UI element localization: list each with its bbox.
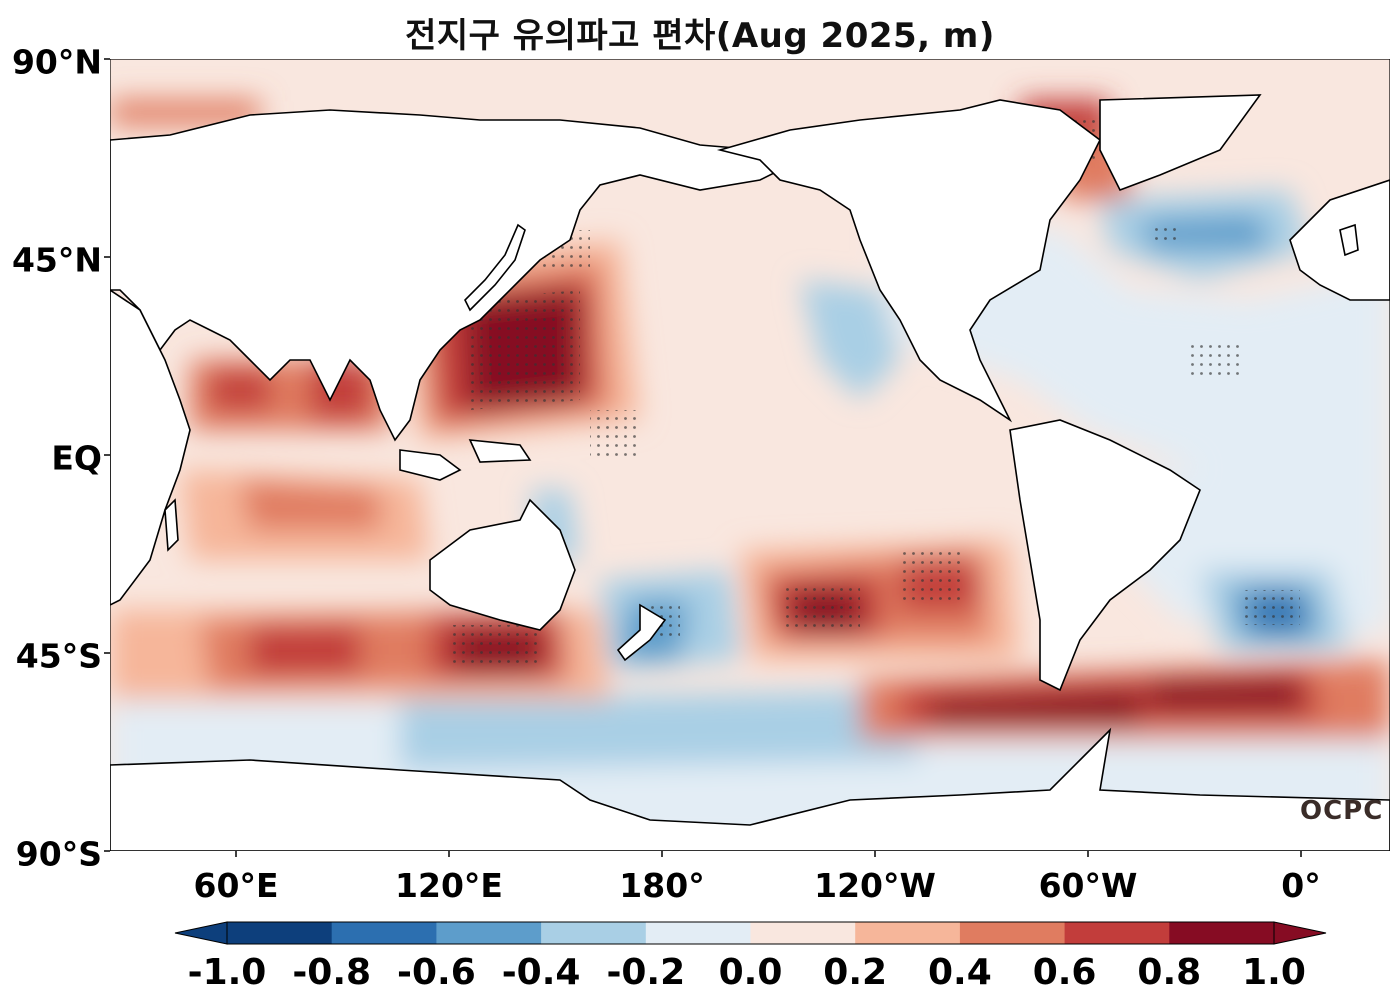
indonesia-land (399, 439, 532, 481)
lon-label-120e: 120°E (395, 866, 503, 905)
map-title: 전지구 유의파고 편차(Aug 2025, m) (405, 16, 995, 56)
colorbar-segment (750, 922, 856, 944)
australia-land (429, 498, 576, 631)
ocpc-logo: OCPC (1300, 796, 1384, 826)
europe-land (1289, 179, 1390, 301)
colorbar-tick-label: -1.0 (187, 952, 267, 993)
greenland-land (1099, 94, 1262, 192)
colorbar-tick-label: 0.8 (1137, 952, 1202, 993)
eurasia-land (110, 109, 792, 442)
colorbar-segment (1064, 922, 1170, 944)
new-zealand-land (616, 603, 667, 662)
colorbar-segment (331, 922, 437, 944)
colorbar-outline (226, 921, 1275, 945)
lat-label-45s: 45°S (15, 636, 102, 676)
africa-land (110, 289, 191, 606)
colorbar (174, 921, 1327, 945)
colorbar-extend-high (1273, 921, 1327, 945)
madagascar-land (164, 498, 179, 552)
japan-land (464, 223, 526, 312)
colorbar-segment (1169, 922, 1275, 944)
colorbar-tick-label: 1.0 (1242, 952, 1306, 993)
lat-label-eq: EQ (51, 438, 102, 478)
colorbar-tick-label: 0.0 (718, 952, 783, 993)
colorbar-tick-label: 0.2 (823, 952, 888, 993)
colorbar-tick-label: -0.8 (292, 952, 372, 993)
antarctica-land (110, 727, 1390, 851)
north-america-land (716, 99, 1102, 423)
colorbar-tick-label: 0.6 (1032, 952, 1097, 993)
lon-label-60e: 60°E (193, 866, 279, 905)
lat-label-90s: 90°S (15, 834, 102, 874)
uk-land (1339, 223, 1359, 257)
colorbar-segment (436, 922, 542, 944)
colorbar-segment (855, 922, 961, 944)
south-america-land (1009, 419, 1201, 692)
colorbar-segment (227, 922, 333, 944)
colorbar-segment (645, 922, 751, 944)
significance-stippling (450, 120, 1300, 665)
lon-label-60w: 60°W (1038, 866, 1138, 905)
lon-label-180: 180° (619, 866, 705, 905)
colorbar-tick-label: -0.6 (397, 952, 476, 993)
axis-ticks (104, 58, 1302, 857)
colorbar-tick-label: -0.4 (501, 952, 581, 993)
lat-label-45n: 45°N (11, 240, 102, 280)
lat-label-90n: 90°N (11, 42, 102, 82)
colorbar-segment (959, 922, 1066, 944)
colorbar-extend-low (174, 921, 228, 945)
lon-label-0: 0° (1281, 866, 1321, 905)
colorbar-tick-label: 0.4 (928, 952, 992, 993)
colorbar-segment (541, 922, 647, 944)
lon-label-120w: 120°W (814, 866, 936, 905)
land-masses (110, 94, 1390, 851)
colorbar-tick-label: -0.2 (606, 952, 686, 993)
